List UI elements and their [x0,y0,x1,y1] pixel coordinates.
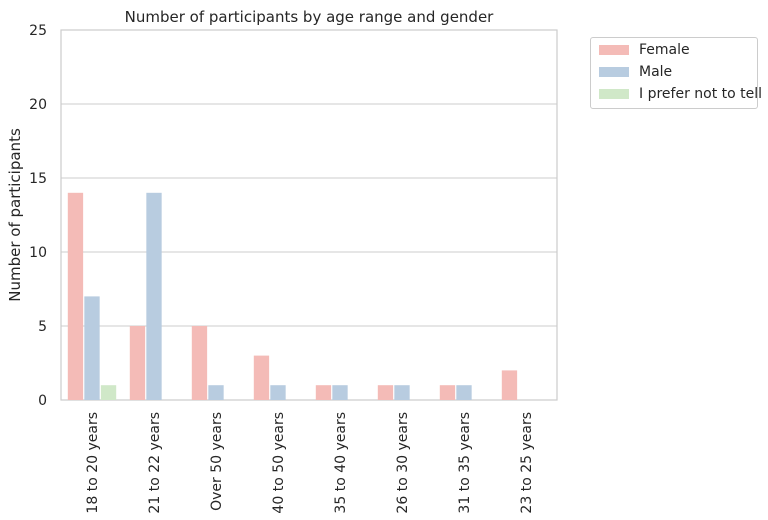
x-tick-label: 23 to 25 years [519,412,535,514]
bar-male-31-to-35-years [456,385,472,400]
bar-male-18-to-20-years [84,296,100,400]
y-tick-label: 15 [29,171,47,187]
x-tick-label: 40 to 50 years [271,412,287,514]
legend-swatch-male [599,67,629,77]
plot-area [60,29,558,401]
bar-female-31-to-35-years [439,385,456,400]
bar-i-prefer-not-to-tell-18-to-20-years [100,385,117,400]
bars [67,192,518,400]
x-tick-label: 21 to 22 years [147,412,163,514]
legend-label-prefer-not-to-tell: I prefer not to tell [639,86,763,102]
x-tick-label: 26 to 30 years [395,412,411,514]
legend-item-prefer-not-to-tell: I prefer not to tell [599,84,762,104]
legend-item-female: Female [599,40,690,60]
x-tick-label: Over 50 years [209,412,225,511]
legend-label-female: Female [639,42,690,58]
y-tick-label: 5 [38,319,47,335]
y-tick-labels: 0 5 10 15 20 25 [29,23,47,409]
bar-female-over-50-years [191,326,208,400]
bar-male-35-to-40-years [332,385,348,400]
y-tick-label: 25 [29,23,47,39]
legend-item-male: Male [599,62,672,82]
y-tick-label: 10 [29,245,47,261]
bar-male-21-to-22-years [146,192,162,400]
bar-female-35-to-40-years [315,385,332,400]
x-tick-label: 18 to 20 years [85,412,101,514]
bar-female-21-to-22-years [129,326,146,400]
bar-female-40-to-50-years [253,355,270,400]
bar-male-26-to-30-years [394,385,410,400]
y-tick-label: 20 [29,97,47,113]
y-tick-label: 0 [38,393,47,409]
legend-label-male: Male [639,64,673,80]
bar-male-over-50-years [208,385,224,400]
x-tick-labels: 18 to 20 years 21 to 22 years Over 50 year… [85,412,535,514]
bar-male-40-to-50-years [270,385,286,400]
legend-swatch-prefer-not-to-tell [599,89,629,99]
bar-female-26-to-30-years [377,385,394,400]
bar-female-23-to-25-years [501,370,518,400]
bar-female-18-to-20-years [67,192,84,400]
y-axis-label: Number of participants [6,128,24,302]
chart-title: Number of participants by age range and … [125,8,495,26]
legend: Female Male I prefer not to tell [590,37,762,109]
x-tick-label: 35 to 40 years [333,412,349,514]
x-tick-label: 31 to 35 years [457,412,473,514]
legend-swatch-female [599,45,629,55]
